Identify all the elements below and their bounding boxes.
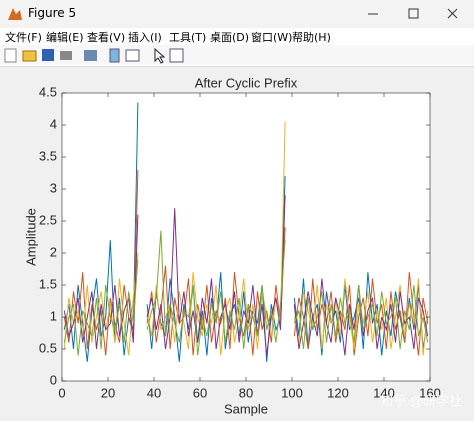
plot-lines xyxy=(63,102,429,362)
y-axis-label: Amplitude xyxy=(23,208,38,266)
x-tick-label: 120 xyxy=(327,385,349,400)
menu-item[interactable]: 查看(V) xyxy=(87,31,126,44)
y-tick-label: 0 xyxy=(50,372,57,387)
title-bar-icons xyxy=(8,8,458,20)
x-tick-label: 20 xyxy=(101,385,115,400)
print-icon[interactable] xyxy=(60,51,72,60)
y-tick-label: 3 xyxy=(50,180,57,195)
y-tick-label: 2 xyxy=(50,244,57,259)
y-tick-label: 4.5 xyxy=(39,84,57,99)
window-title: Figure 5 xyxy=(28,6,77,20)
y-tick-label: 1 xyxy=(50,308,57,323)
title-bar: Figure 5 xyxy=(0,0,474,28)
save-icon[interactable] xyxy=(42,49,54,61)
new-icon[interactable] xyxy=(4,48,17,63)
menu-item[interactable]: 插入(I) xyxy=(128,31,162,44)
x-tick-label: 0 xyxy=(58,385,65,400)
y-tick-label: 1.5 xyxy=(39,276,57,291)
app-icon xyxy=(8,8,22,20)
y-tick-label: 0.5 xyxy=(39,340,57,355)
y-tick-label: 3.5 xyxy=(39,148,57,163)
figure: After Cyclic Prefix Sample Amplitude 0 20… xyxy=(23,75,462,416)
menu-item[interactable]: 帮助(H) xyxy=(292,31,331,44)
property-icon[interactable] xyxy=(169,48,184,63)
data-line xyxy=(63,230,429,356)
x-tick-label: 100 xyxy=(281,385,303,400)
maximize-button[interactable] xyxy=(408,8,419,19)
chart-title: After Cyclic Prefix xyxy=(195,75,298,90)
select-icon[interactable] xyxy=(154,47,166,64)
x-tick-label: 80 xyxy=(239,385,253,400)
y-tick-label: 4 xyxy=(50,116,57,131)
watermark: 知乎 @研学社 xyxy=(380,393,462,408)
open-icon[interactable] xyxy=(22,50,37,62)
colorbar-icon[interactable] xyxy=(109,48,120,63)
axes-background xyxy=(62,93,430,381)
menu-item[interactable]: 文件(F) xyxy=(5,31,42,44)
x-tick-label: 60 xyxy=(193,385,207,400)
y-tick-label: 2.5 xyxy=(39,212,57,227)
menu-item[interactable]: 窗口(W) xyxy=(251,31,293,44)
menu-item[interactable]: 工具(T) xyxy=(169,31,207,44)
menu-bar: 文件(F) 编辑(E) 查看(V) 插入(I) 工具(T) 桌面(D) 窗口(W) 帮助(H) xyxy=(0,28,474,45)
legend-icon[interactable] xyxy=(125,49,140,62)
export-icon[interactable] xyxy=(84,50,97,61)
x-axis-label: Sample xyxy=(224,401,268,416)
x-tick-label: 40 xyxy=(147,385,161,400)
close-button[interactable] xyxy=(447,8,458,19)
x-tick-label: 160 xyxy=(419,385,441,400)
toolbar-icons xyxy=(4,47,184,64)
toolbar xyxy=(0,45,474,67)
menu-item[interactable]: 桌面(D) xyxy=(210,31,250,44)
x-tick-label: 140 xyxy=(373,385,395,400)
menu-item[interactable]: 编辑(E) xyxy=(46,31,84,44)
